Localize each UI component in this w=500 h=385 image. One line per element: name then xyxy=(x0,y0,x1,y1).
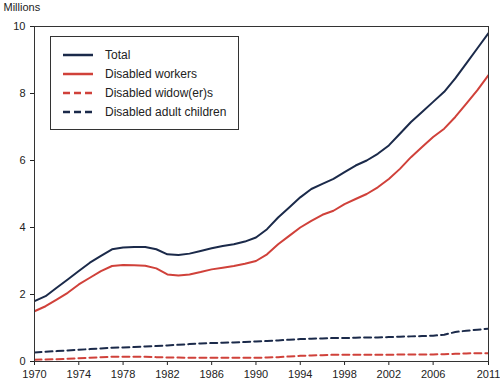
svg-text:10: 10 xyxy=(13,20,25,32)
svg-text:1994: 1994 xyxy=(288,368,312,380)
svg-text:1998: 1998 xyxy=(332,368,356,380)
svg-text:6: 6 xyxy=(19,154,25,166)
svg-text:2002: 2002 xyxy=(377,368,401,380)
svg-text:1974: 1974 xyxy=(67,368,91,380)
svg-text:1986: 1986 xyxy=(199,368,223,380)
svg-text:8: 8 xyxy=(19,87,25,99)
svg-text:0: 0 xyxy=(19,355,25,367)
svg-text:1970: 1970 xyxy=(22,368,46,380)
svg-text:2011: 2011 xyxy=(477,368,500,380)
html-text:Total: Total xyxy=(105,47,131,62)
svg-text:2006: 2006 xyxy=(421,368,445,380)
svg-text:Millions: Millions xyxy=(4,1,41,13)
svg-text:2: 2 xyxy=(19,288,25,300)
html-text:Disabled workers: Disabled workers xyxy=(105,66,197,81)
svg-text:4: 4 xyxy=(19,221,25,233)
html-text:Disabled adult children: Disabled adult children xyxy=(105,104,227,119)
html-text:Disabled widow(er)s: Disabled widow(er)s xyxy=(105,85,213,100)
svg-text:1982: 1982 xyxy=(155,368,179,380)
svg-text:1978: 1978 xyxy=(111,368,135,380)
svg-text:1990: 1990 xyxy=(244,368,268,380)
